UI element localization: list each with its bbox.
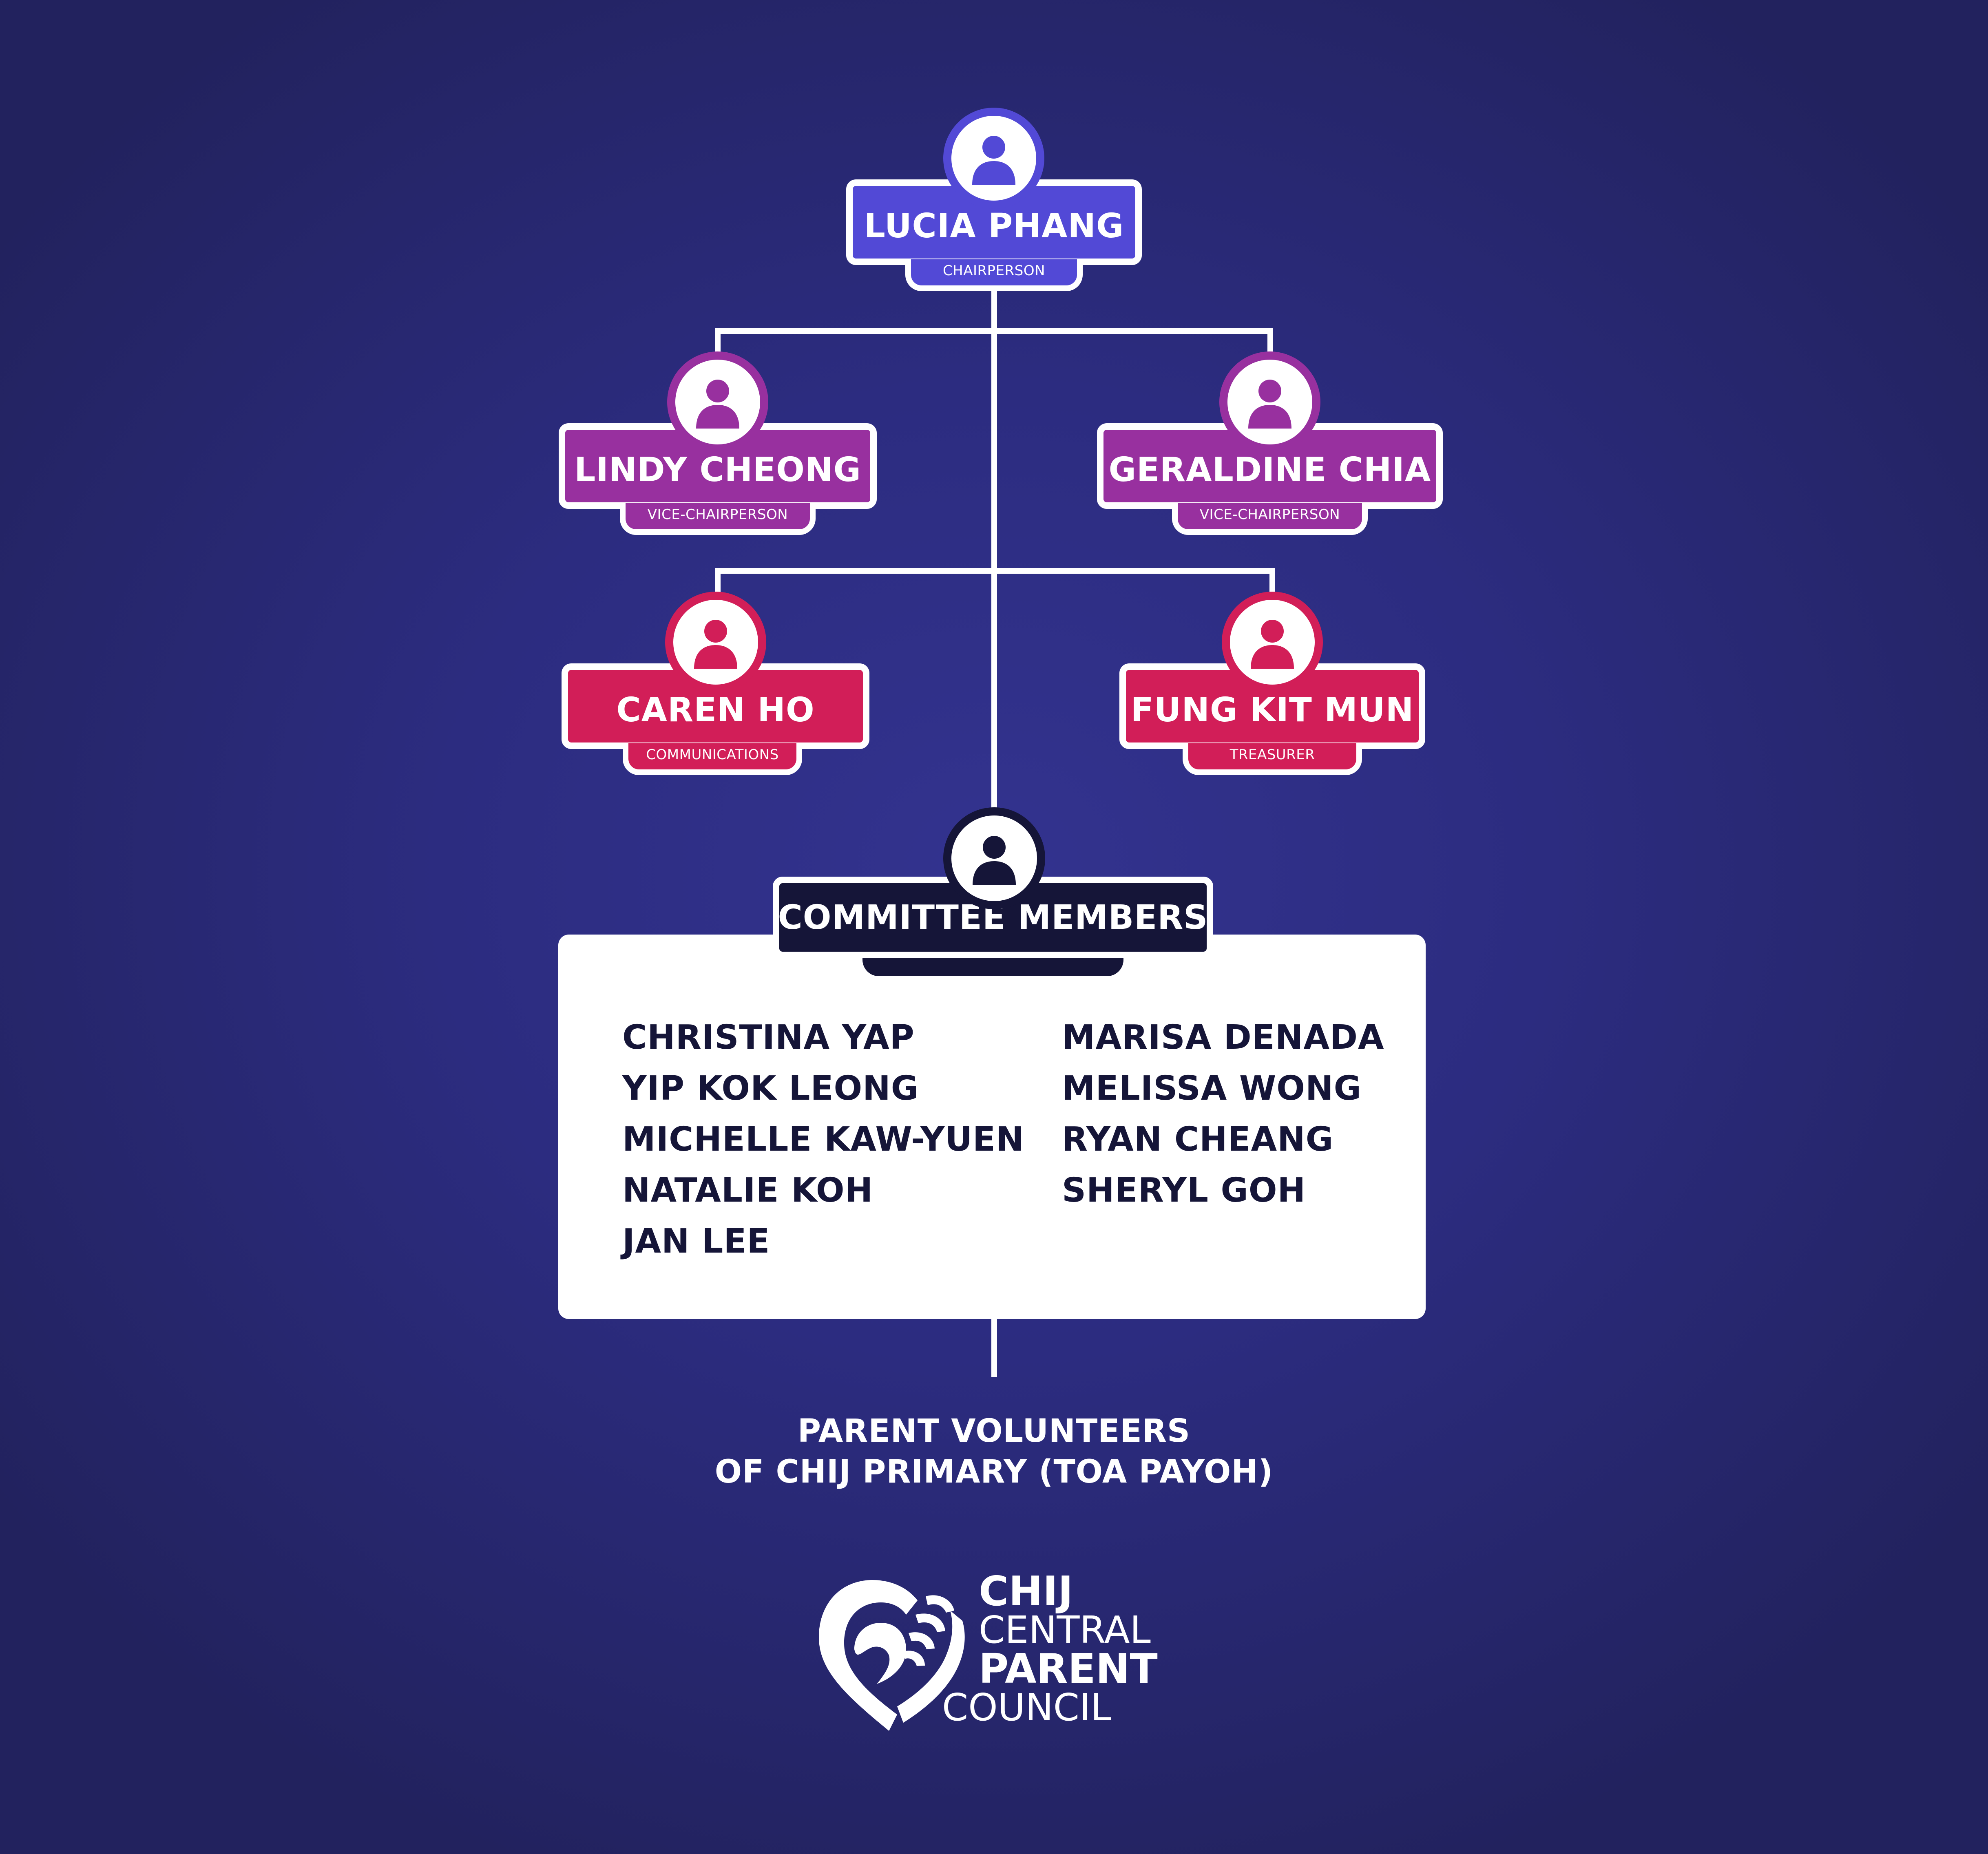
chairperson-role: CHAIRPERSON: [942, 263, 1046, 279]
caption-line-1: PARENT VOLUNTEERS: [797, 1413, 1191, 1450]
vice-left-role: VICE-CHAIRPERSON: [647, 506, 788, 523]
heart-hands-icon: [819, 1580, 965, 1731]
logo-line-4: COUNCIL: [942, 1686, 1112, 1729]
vice-right-role-tab: VICE-CHAIRPERSON: [1172, 503, 1368, 535]
committee-member: MICHELLE KAW-YUEN: [622, 1120, 1024, 1159]
committee-member: MELISSA WONG: [1062, 1069, 1362, 1108]
vice-right-role: VICE-CHAIRPERSON: [1199, 506, 1340, 523]
chairperson-name: LUCIA PHANG: [864, 207, 1124, 245]
committee-member: YIP KOK LEONG: [622, 1069, 919, 1108]
person-avatar-icon: [694, 620, 737, 669]
parent-volunteers-caption: PARENT VOLUNTEERS OF CHIJ PRIMARY (TOA P…: [0, 1411, 1988, 1492]
person-avatar-icon: [972, 136, 1015, 185]
vice-right-name: GERALDINE CHIA: [1108, 451, 1431, 489]
committee-panel: CHRISTINA YAP YIP KOK LEONG MICHELLE KAW-Y…: [558, 935, 1426, 1319]
committee-member: JAN LEE: [622, 1222, 770, 1261]
treasurer-role: TREASURER: [1230, 747, 1315, 763]
vice-branch-line: [715, 328, 1273, 366]
officer-branch-line: [715, 568, 1275, 606]
chairperson-avatar: [943, 108, 1044, 209]
treasurer-avatar: [1222, 592, 1323, 693]
person-avatar-icon: [696, 380, 739, 429]
communications-avatar: [665, 592, 766, 693]
vice-left-role-tab: VICE-CHAIRPERSON: [620, 503, 816, 535]
logo-line-3: PARENT: [979, 1645, 1158, 1693]
vice-left-avatar: [667, 351, 768, 453]
person-avatar-icon: [1248, 380, 1291, 429]
caption-line-2: OF CHIJ PRIMARY (TOA PAYOH): [714, 1454, 1274, 1490]
logo-line-2: CENTRAL: [979, 1608, 1151, 1652]
communications-role-tab: COMMUNICATIONS: [623, 743, 802, 775]
committee-members-left: CHRISTINA YAP YIP KOK LEONG MICHELLE KAW-Y…: [622, 1012, 1024, 1267]
vice-left-name: LINDY CHEONG: [574, 451, 861, 489]
committee-member: SHERYL GOH: [1062, 1171, 1306, 1210]
person-avatar-icon: [1251, 620, 1294, 669]
logo-line-1: CHIJ: [979, 1567, 1073, 1615]
committee-members-right: MARISA DENADA MELISSA WONG RYAN CHEANG SHER…: [1062, 1012, 1384, 1216]
committee-member: RYAN CHEANG: [1062, 1120, 1334, 1159]
treasurer-name: FUNG KIT MUN: [1130, 691, 1414, 729]
committee-member: MARISA DENADA: [1062, 1018, 1384, 1057]
person-avatar-icon: [973, 836, 1016, 885]
communications-name: CAREN HO: [616, 691, 815, 729]
logo-wordmark: CHIJ CENTRAL PARENT COUNCIL: [942, 1567, 1158, 1727]
committee-member: NATALIE KOH: [622, 1171, 873, 1210]
committee-member: CHRISTINA YAP: [622, 1018, 915, 1057]
chairperson-role-tab: CHAIRPERSON: [905, 259, 1083, 291]
communications-role: COMMUNICATIONS: [646, 747, 779, 763]
treasurer-role-tab: TREASURER: [1183, 743, 1362, 775]
vice-right-avatar: [1219, 351, 1320, 453]
committee-avatar: [943, 807, 1045, 909]
